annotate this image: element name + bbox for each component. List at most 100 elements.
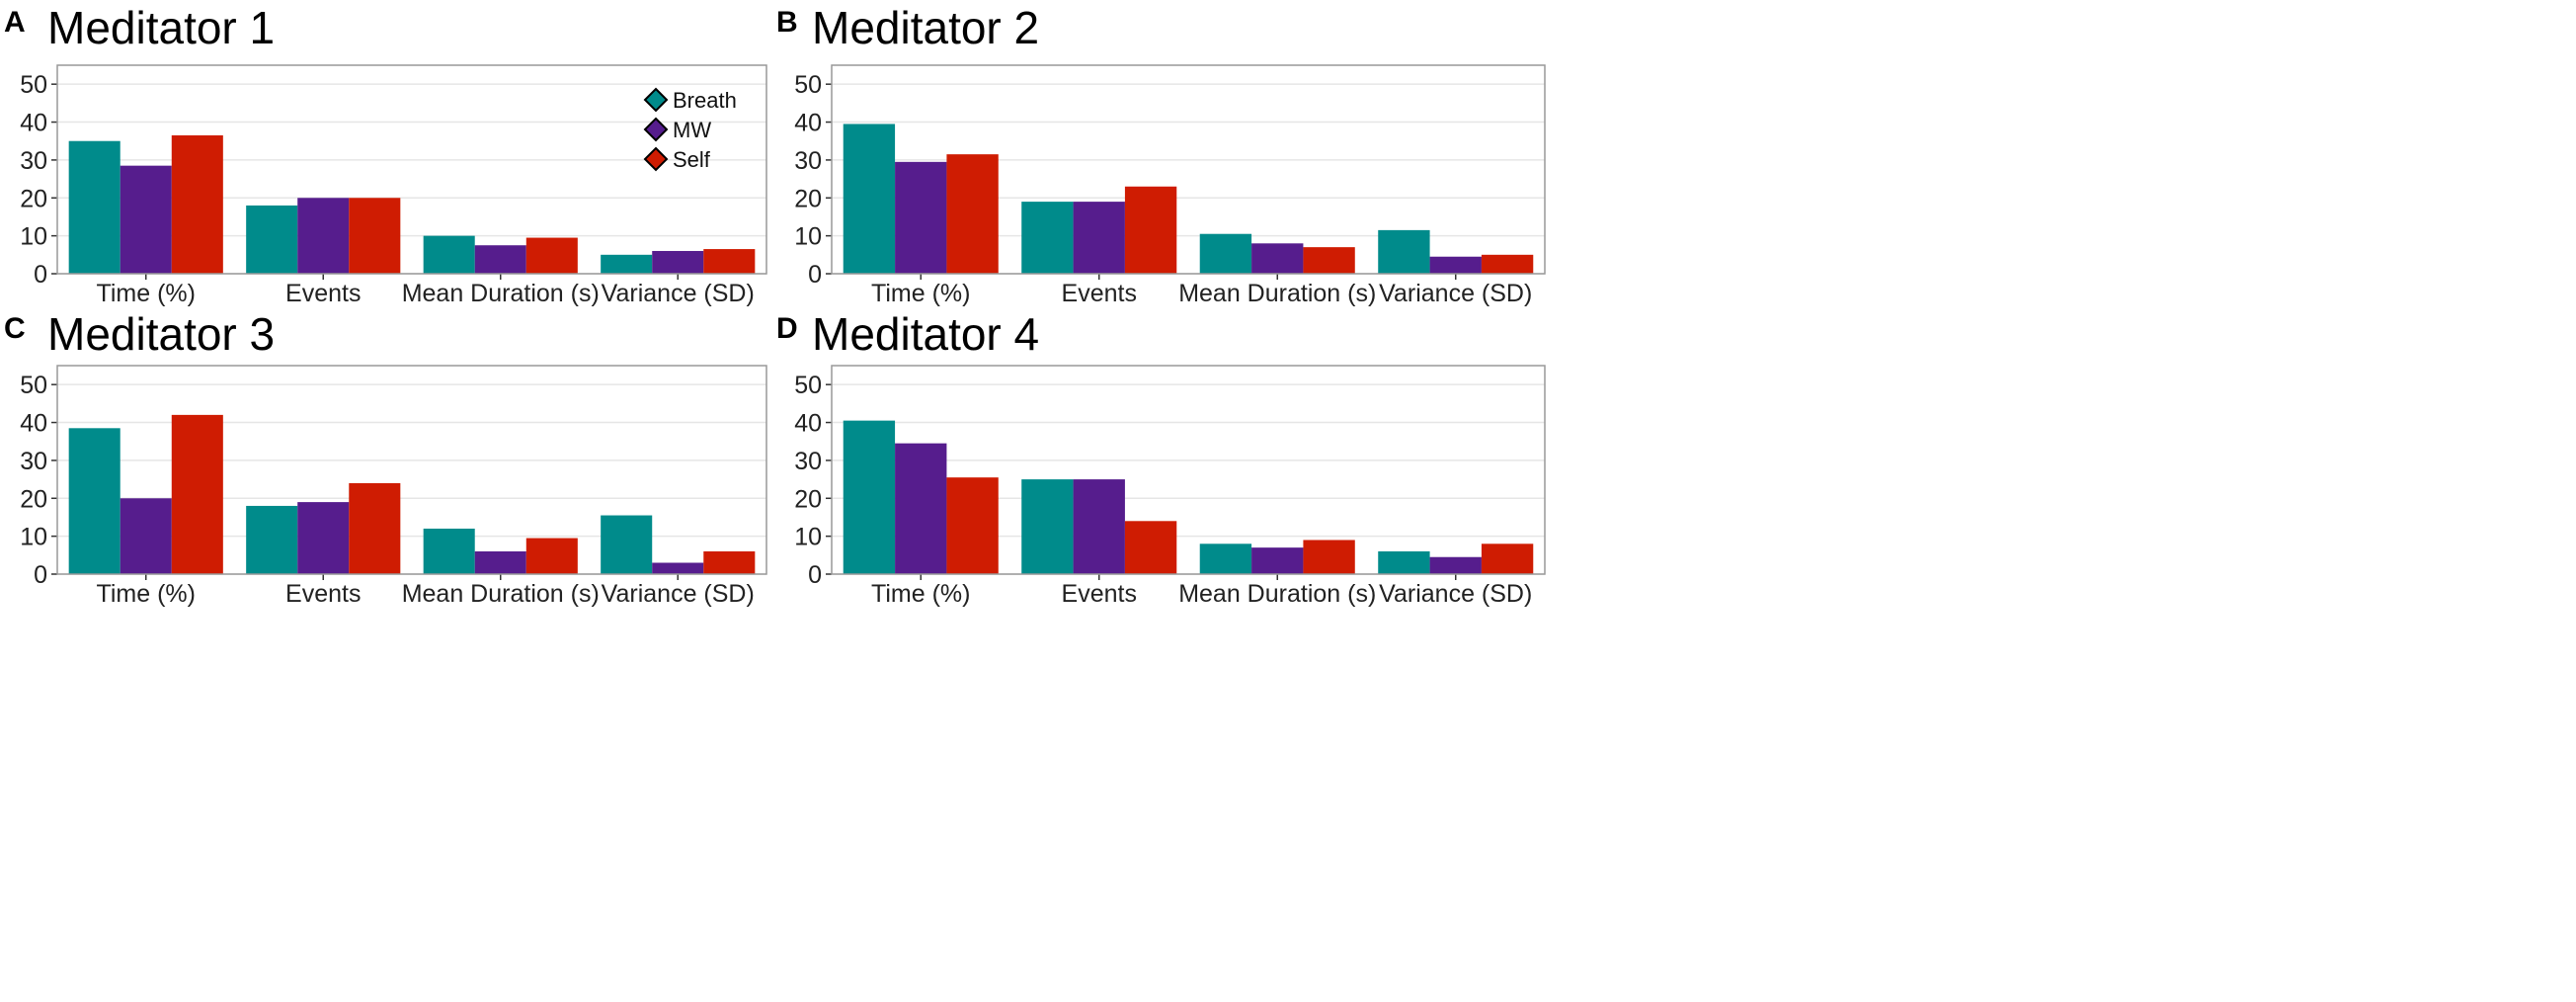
bar-breath — [246, 505, 298, 574]
bar-breath — [843, 124, 896, 274]
x-tick-label: Time (%) — [871, 580, 970, 608]
legend-key-mw — [643, 117, 669, 142]
y-tick-label: 40 — [794, 410, 822, 438]
bar-breath — [1378, 550, 1430, 574]
x-tick-label: Mean Duration (s) — [1178, 580, 1376, 608]
bar-self — [1481, 254, 1534, 274]
x-tick-label: Variance (SD) — [602, 280, 755, 307]
plot-border — [56, 365, 767, 575]
panel-letter: B — [776, 6, 798, 39]
legend-key-self — [643, 146, 669, 172]
bar-mw — [652, 562, 704, 574]
x-tick-label: Time (%) — [871, 280, 970, 307]
panel-a: A Meditator 1 Time (%) Events Mean Duration … — [4, 2, 767, 307]
panel-title: Meditator 1 — [47, 2, 275, 53]
bar-breath — [68, 140, 121, 274]
y-tick-label: 0 — [808, 561, 822, 589]
y-tick-label: 30 — [794, 448, 822, 475]
x-tick-label: Variance (SD) — [1379, 580, 1532, 608]
bar-self — [1124, 521, 1177, 574]
bar-mw — [1429, 556, 1482, 574]
bar-mw — [120, 498, 172, 574]
bar-self — [1481, 543, 1534, 574]
panel-letter: D — [776, 312, 798, 345]
x-tick-label: Variance (SD) — [1379, 280, 1532, 307]
bar-mw — [1251, 547, 1304, 574]
bar-self — [1303, 247, 1355, 274]
y-tick-label: 10 — [794, 223, 822, 251]
bar-mw — [120, 165, 172, 274]
x-tick-label: Mean Duration (s) — [402, 280, 600, 307]
x-tick-label: Mean Duration (s) — [1178, 280, 1376, 307]
bar-mw — [474, 550, 526, 574]
bar-breath — [601, 254, 653, 274]
bar-mw — [1073, 479, 1125, 574]
y-tick-label: 20 — [20, 485, 47, 513]
panel-d: D Meditator 4 Time (%) Events Mean Duration … — [776, 308, 1546, 608]
bar-mw — [895, 443, 947, 574]
y-tick-label: 50 — [794, 71, 822, 99]
y-tick-label: 30 — [20, 448, 47, 475]
y-tick-label: 30 — [20, 147, 47, 175]
panel-b: B Meditator 2 Time (%) Events Mean Duration … — [776, 2, 1546, 307]
bar-self — [946, 477, 999, 574]
bar-mw — [1251, 243, 1304, 274]
y-tick-label: 20 — [20, 185, 47, 212]
bar-breath — [423, 235, 475, 274]
panel-title: Meditator 4 — [812, 308, 1039, 360]
x-tick-label: Events — [285, 280, 361, 307]
y-tick-label: 50 — [794, 372, 822, 399]
panel-letter: C — [4, 312, 26, 345]
bar-self — [1124, 186, 1177, 274]
legend: Breath MW Self — [643, 87, 737, 172]
bar-mw — [652, 250, 704, 274]
bar-self — [525, 237, 578, 274]
x-tick-label: Time (%) — [97, 280, 196, 307]
y-tick-label: 50 — [20, 71, 47, 99]
panel-c: C Meditator 3 Time (%) Events Mean Duration … — [4, 308, 767, 608]
y-tick-label: 20 — [794, 485, 822, 513]
bar-mw — [1429, 256, 1482, 274]
y-tick-label: 0 — [34, 261, 47, 289]
y-tick-label: 10 — [20, 223, 47, 251]
y-tick-label: 0 — [808, 261, 822, 289]
bar-breath — [423, 528, 475, 574]
x-tick-label: Mean Duration (s) — [402, 580, 600, 608]
bar-self — [171, 414, 223, 574]
bar-mw — [1073, 202, 1125, 274]
y-tick-label: 50 — [20, 372, 47, 399]
bar-self — [349, 482, 401, 574]
y-tick-label: 40 — [20, 110, 47, 137]
bar-self — [349, 198, 401, 274]
y-tick-label: 40 — [20, 410, 47, 438]
bar-breath — [68, 428, 121, 574]
bar-mw — [297, 198, 350, 274]
x-tick-label: Events — [285, 580, 361, 608]
bar-mw — [895, 161, 947, 274]
bar-mw — [474, 245, 526, 274]
y-tick-label: 30 — [794, 147, 822, 175]
bar-breath — [1021, 479, 1074, 574]
bar-self — [171, 134, 223, 274]
bar-self — [1303, 540, 1355, 574]
bar-breath — [843, 420, 896, 574]
y-tick-label: 20 — [794, 185, 822, 212]
bar-breath — [1378, 229, 1430, 274]
panel-title: Meditator 2 — [812, 2, 1039, 53]
x-tick-label: Time (%) — [97, 580, 196, 608]
x-tick-label: Variance (SD) — [602, 580, 755, 608]
x-tick-label: Events — [1062, 280, 1137, 307]
y-tick-label: 10 — [20, 524, 47, 551]
legend-key-breath — [643, 87, 669, 113]
y-tick-label: 10 — [794, 524, 822, 551]
bar-self — [946, 154, 999, 274]
legend-label-mw: MW — [673, 118, 711, 142]
bar-self — [525, 538, 578, 574]
plot-border — [56, 64, 767, 275]
x-tick-label: Events — [1062, 580, 1137, 608]
panel-letter: A — [4, 6, 26, 39]
legend-label-self: Self — [673, 147, 711, 172]
bar-self — [703, 550, 756, 574]
bar-breath — [1021, 202, 1074, 274]
